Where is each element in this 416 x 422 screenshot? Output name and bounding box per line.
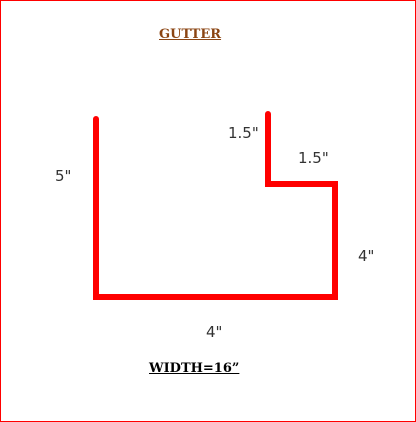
width-note: WIDTH=16”: [149, 361, 240, 376]
gutter-profile-line: [93, 111, 338, 300]
front-height-label: 4": [358, 247, 375, 265]
back-height-label: 5": [55, 167, 72, 185]
diagram-title: GUTTER: [159, 27, 222, 42]
lip-width-label: 1.5": [298, 149, 329, 167]
lip-height-label: 1.5": [228, 124, 259, 142]
bottom-width-label: 4": [206, 323, 223, 341]
